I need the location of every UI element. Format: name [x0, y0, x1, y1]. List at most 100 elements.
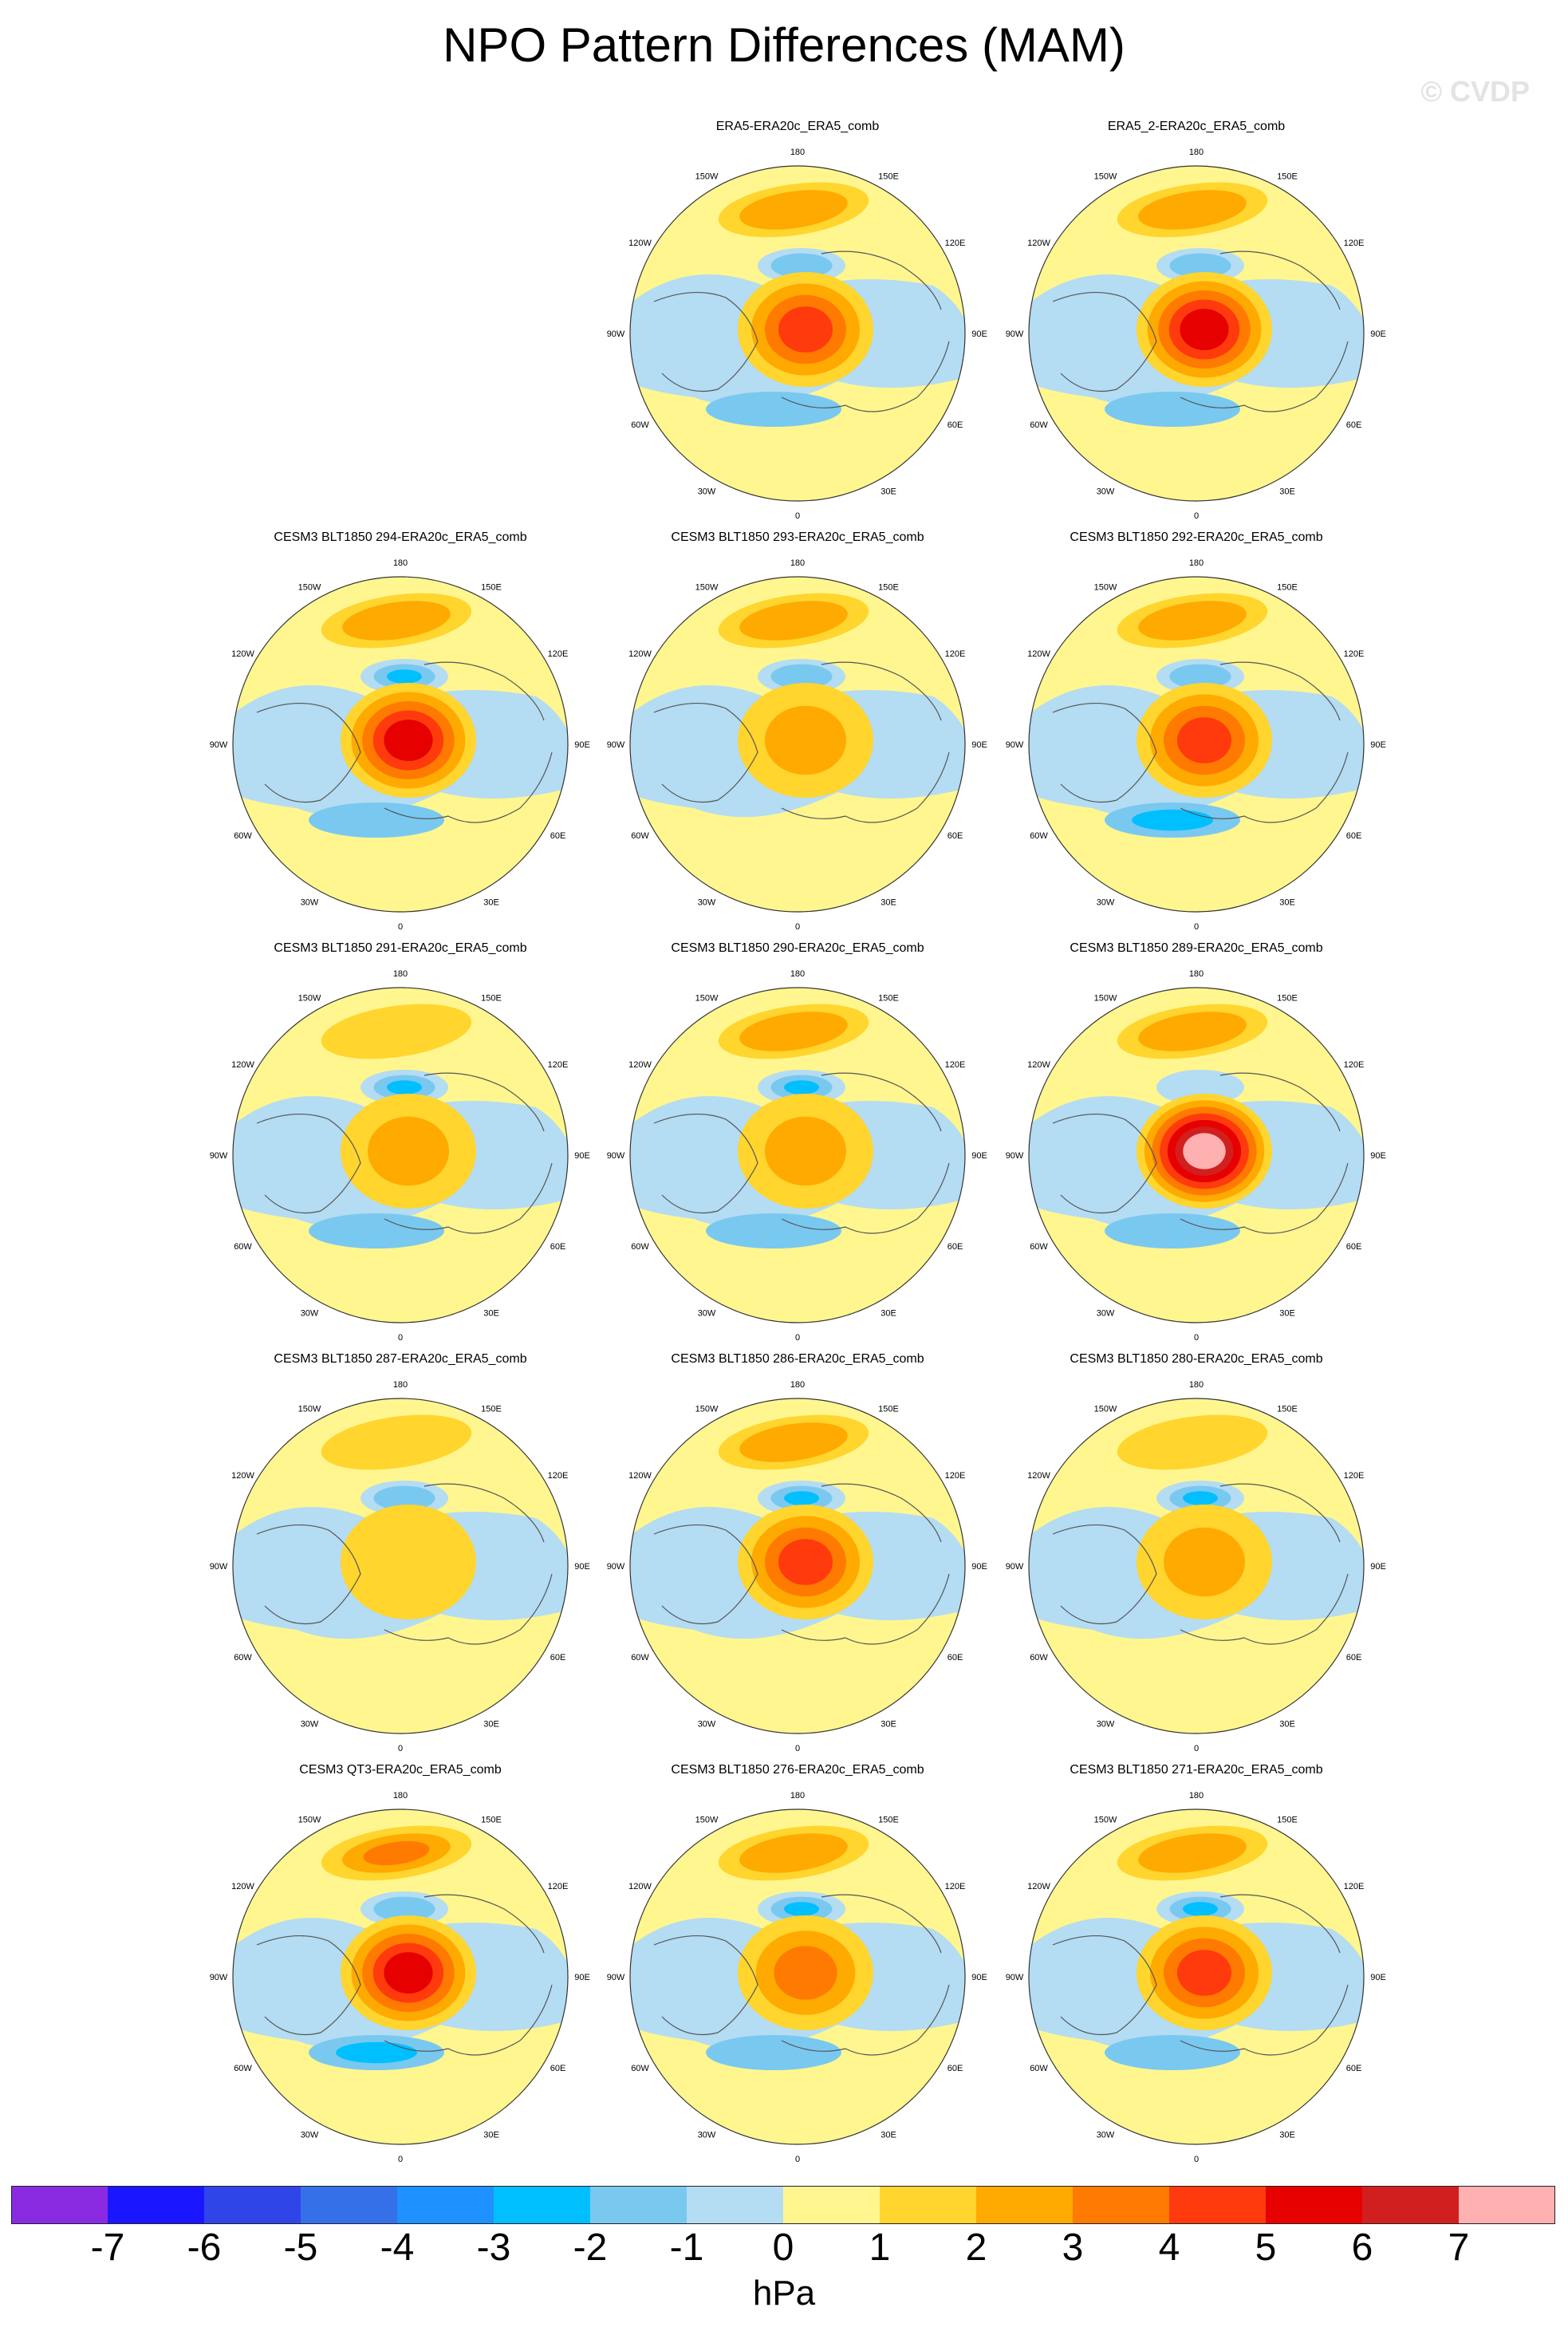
longitude-label: 90E: [574, 740, 590, 750]
longitude-label: 180: [790, 558, 805, 568]
longitude-label: 60W: [1030, 2064, 1048, 2073]
pacific-high-contour: [1138, 190, 1247, 230]
longitude-label: 90E: [971, 1973, 987, 1982]
polar-map: 180 150E 120E 90E 60E 30E 0 30W 60W 90W 120W 150W: [210, 969, 590, 1343]
longitude-label: 60E: [550, 1653, 566, 1663]
longitude-label: 120W: [231, 1060, 254, 1070]
panel-title: CESM3 BLT1850 286-ERA20c_ERA5_comb: [671, 1352, 924, 1366]
longitude-label: 150W: [1094, 1405, 1117, 1414]
atlantic-low-contour: [336, 2041, 417, 2064]
colorbar-tick-label: 5: [1255, 2227, 1277, 2269]
longitude-label: 90W: [210, 740, 228, 750]
longitude-label: 90W: [607, 1151, 625, 1161]
pacific-high-contour: [739, 1833, 848, 1873]
arctic-high-contour: [1177, 717, 1231, 763]
polar-map: 180 150E 120E 90E 60E 30E 0 30W 60W 90W 120W 150W: [1006, 1791, 1386, 2164]
arctic-high-contour: [1164, 1527, 1245, 1597]
longitude-label: 150W: [695, 1405, 719, 1414]
coastline: [1180, 1984, 1349, 2056]
polar-map: 180 150E 120E 90E 60E 30E 0 30W 60W 90W 120W 150W: [607, 1791, 987, 2164]
longitude-label: 30E: [1279, 1309, 1295, 1319]
atlantic-low-contour: [309, 803, 444, 838]
longitude-label: 0: [795, 511, 800, 521]
coastline: [653, 703, 758, 803]
longitude-label: 90E: [574, 1973, 590, 1982]
map-panel: CESM3 BLT1850 276-ERA20c_ERA5_comb 180 150…: [598, 1763, 997, 2178]
longitude-label: 30E: [881, 898, 896, 908]
longitude-label: 30W: [301, 898, 319, 908]
longitude-label: 90W: [1006, 1562, 1024, 1572]
polar-map: 180 150E 120E 90E 60E 30E 0 30W 60W 90W 120W 150W: [1006, 148, 1386, 521]
longitude-label: 30E: [881, 1720, 896, 1730]
anomaly-field: [1029, 1809, 1364, 2144]
colorbar-swatch: [204, 2186, 301, 2224]
longitude-label: 30W: [1097, 1720, 1115, 1730]
longitude-label: 150W: [1094, 1816, 1117, 1825]
longitude-label: 120E: [1344, 1882, 1365, 1891]
pacific-low-contour: [784, 1080, 819, 1095]
coastline: [821, 661, 942, 721]
longitude-label: 0: [795, 922, 800, 932]
longitude-label: 90W: [210, 1151, 228, 1161]
longitude-label: 30W: [698, 898, 716, 908]
coastline: [256, 1114, 361, 1214]
longitude-label: 150E: [878, 1816, 899, 1825]
arctic-high-contour: [765, 705, 846, 775]
longitude-label: 120W: [1027, 1471, 1050, 1481]
longitude-label: 150W: [298, 994, 321, 1004]
arctic-high-contour: [384, 720, 433, 761]
arctic-high-contour: [1183, 1133, 1226, 1169]
arctic-high-contour: [774, 1946, 837, 2000]
longitude-label: 120E: [945, 649, 966, 659]
longitude-label: 120E: [548, 1060, 569, 1070]
longitude-label: 90W: [607, 740, 625, 750]
longitude-label: 30E: [483, 1720, 499, 1730]
panel-title: CESM3 BLT1850 287-ERA20c_ERA5_comb: [274, 1352, 527, 1366]
colorbar-swatch: [880, 2186, 977, 2224]
cvdp-watermark: © CVDP: [1420, 75, 1530, 108]
longitude-label: 120W: [628, 649, 652, 659]
map-boundary: [1028, 987, 1365, 1323]
longitude-label: 90E: [1370, 329, 1386, 339]
longitude-label: 60W: [1030, 831, 1048, 841]
longitude-label: 60E: [947, 2064, 963, 2073]
colorbar-swatch: [1169, 2186, 1267, 2224]
anomaly-field: [630, 988, 965, 1323]
longitude-label: 30W: [698, 2131, 716, 2140]
atlantic-low-contour: [706, 1213, 841, 1248]
longitude-label: 120E: [1344, 239, 1365, 248]
longitude-label: 150W: [1094, 583, 1117, 593]
longitude-label: 60E: [550, 831, 566, 841]
longitude-label: 120E: [1344, 649, 1365, 659]
longitude-label: 60E: [1346, 831, 1362, 841]
map-panel: CESM3 BLT1850 294-ERA20c_ERA5_comb 180 150…: [201, 531, 600, 945]
longitude-label: 180: [790, 1791, 805, 1801]
longitude-label: 0: [1194, 1333, 1199, 1343]
longitude-label: 150W: [298, 1405, 321, 1414]
polar-map: 180 150E 120E 90E 60E 30E 0 30W 60W 90W 120W 150W: [607, 1380, 987, 1753]
map-panel: CESM3 BLT1850 287-ERA20c_ERA5_comb 180 150…: [201, 1352, 600, 1767]
longitude-label: 150E: [481, 1816, 502, 1825]
longitude-label: 0: [795, 1333, 800, 1343]
map-panel: ERA5_2-ERA20c_ERA5_comb 180 150E 120E 90E 60E…: [997, 120, 1396, 534]
anomaly-field: [630, 166, 965, 501]
longitude-label: 180: [1189, 558, 1204, 568]
polar-map: 180 150E 120E 90E 60E 30E 0 30W 60W 90W 120W 150W: [1006, 969, 1386, 1343]
pacific-high-contour: [321, 1414, 472, 1470]
longitude-label: 60W: [234, 1242, 252, 1252]
colorbar: [11, 2186, 1555, 2224]
longitude-label: 120E: [945, 1471, 966, 1481]
longitude-label: 180: [790, 969, 805, 979]
pacific-low-contour: [373, 1896, 435, 1922]
longitude-label: 150E: [878, 583, 899, 593]
anomaly-field: [233, 988, 568, 1323]
longitude-label: 30W: [1097, 1309, 1115, 1319]
longitude-label: 150W: [1094, 172, 1117, 182]
colorbar-swatch: [783, 2186, 881, 2224]
coastline: [384, 1573, 553, 1645]
map-boundary: [232, 987, 569, 1323]
atlantic-low-contour: [1105, 392, 1240, 427]
colorbar-swatch: [1362, 2186, 1460, 2224]
pacific-low-contour: [373, 1485, 435, 1511]
map-panel: CESM3 BLT1850 291-ERA20c_ERA5_comb 180 150…: [201, 941, 600, 1356]
